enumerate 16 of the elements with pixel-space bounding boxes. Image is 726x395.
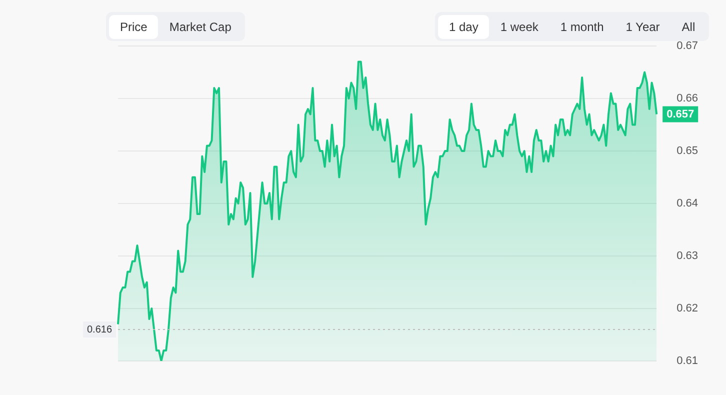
y-tick-label: 0.62 [676,302,698,315]
text: All [680,18,696,36]
y-tick-label: 0.65 [676,145,698,158]
text: 1 week [499,18,540,36]
y-tick-label: 0.61 [676,355,698,368]
text: 1 Year [624,18,661,36]
y-tick-label: 0.67 [676,40,698,52]
text: Market Cap [168,18,232,36]
text: 1 day [438,14,490,38]
text: 0.657 [666,108,694,120]
y-tick-label: 0.66 [676,92,698,105]
ref-line-label: 0.616 [86,324,112,336]
y-tick-label: 0.64 [676,198,698,210]
text: Price [109,14,158,38]
text: 1 month [559,18,605,36]
y-tick-label: 0.63 [676,250,698,262]
